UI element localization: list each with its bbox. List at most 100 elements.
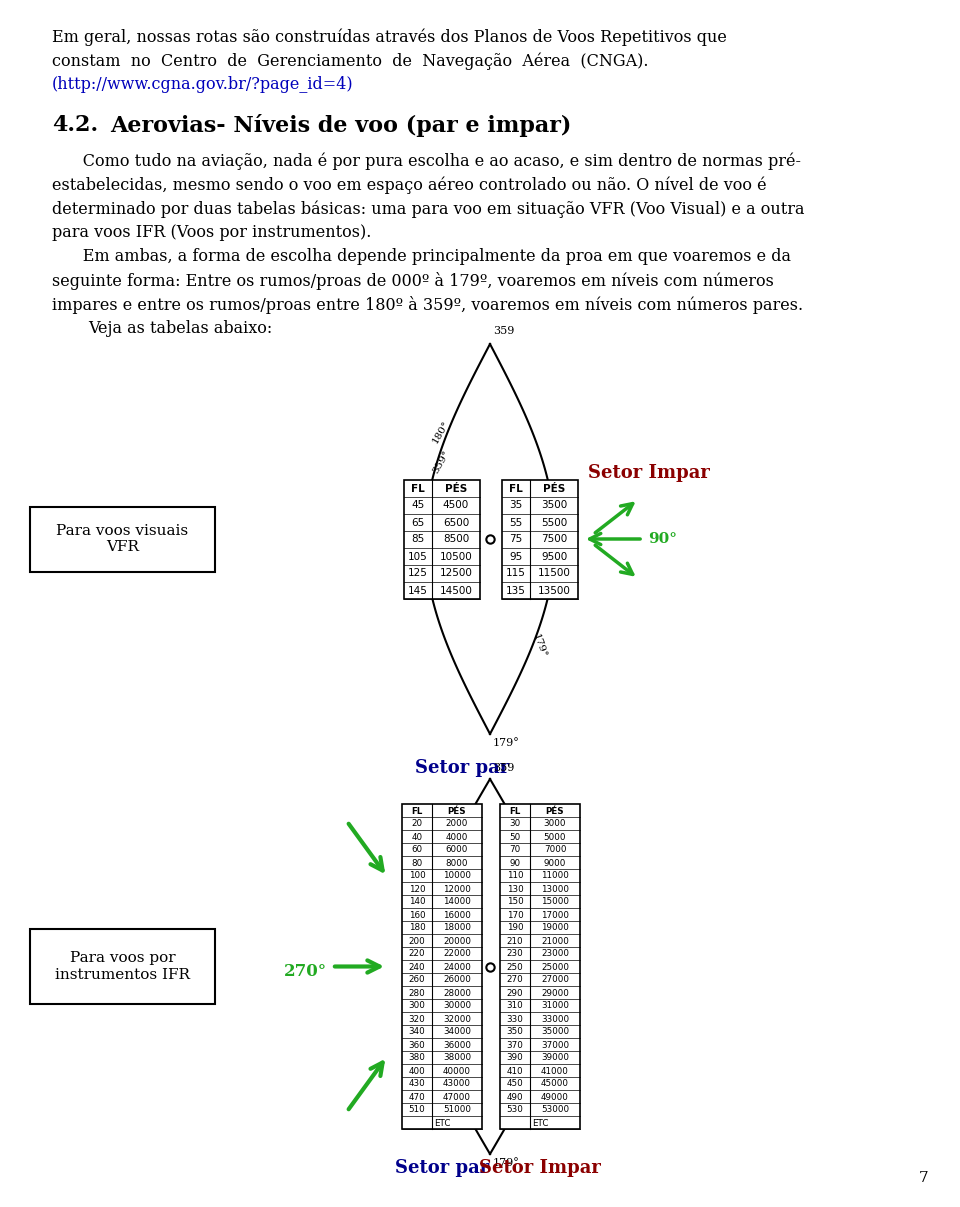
Text: 34000: 34000 [443, 1027, 471, 1037]
Text: 70: 70 [510, 845, 520, 855]
Text: 27000: 27000 [541, 975, 569, 985]
Text: 120: 120 [409, 885, 425, 893]
Text: Em geral, nossas rotas são construídas através dos Planos de Voos Repetitivos qu: Em geral, nossas rotas são construídas a… [52, 28, 727, 46]
Text: 21000: 21000 [541, 937, 569, 945]
Text: 53000: 53000 [540, 1106, 569, 1114]
Text: 7500: 7500 [540, 535, 567, 544]
Text: Setor par: Setor par [415, 759, 509, 777]
Text: 250: 250 [507, 962, 523, 972]
Text: 11500: 11500 [538, 568, 570, 578]
Text: 8000: 8000 [445, 858, 468, 868]
Text: 300: 300 [409, 1002, 425, 1010]
Text: 17000: 17000 [541, 910, 569, 920]
Text: 400: 400 [409, 1067, 425, 1075]
Text: 45: 45 [412, 501, 424, 511]
Text: Para voos visuais
VFR: Para voos visuais VFR [57, 524, 188, 554]
Text: FL: FL [509, 484, 523, 494]
Text: 6500: 6500 [443, 518, 469, 527]
Text: 290: 290 [507, 989, 523, 997]
Text: FL: FL [411, 484, 425, 494]
Text: 10500: 10500 [440, 552, 472, 561]
Text: impares e entre os rumos/proas entre 180º à 359º, voaremos em níveis com números: impares e entre os rumos/proas entre 180… [52, 296, 804, 314]
Text: 270: 270 [507, 975, 523, 985]
Text: 12000: 12000 [444, 885, 471, 893]
Text: 450: 450 [507, 1079, 523, 1089]
Text: estabelecidas, mesmo sendo o voo em espaço aéreo controlado ou não. O nível de v: estabelecidas, mesmo sendo o voo em espa… [52, 176, 767, 193]
Text: 200: 200 [409, 937, 425, 945]
Text: 10000: 10000 [443, 871, 471, 880]
Text: 4500: 4500 [443, 501, 469, 511]
Text: 11000: 11000 [541, 871, 569, 880]
Text: 530: 530 [507, 1106, 523, 1114]
Text: 30: 30 [510, 820, 520, 828]
Text: 4000: 4000 [445, 833, 468, 841]
Text: 370: 370 [507, 1040, 523, 1050]
Text: 210: 210 [507, 937, 523, 945]
Text: 29000: 29000 [541, 989, 569, 997]
Text: 9000: 9000 [543, 858, 566, 868]
Text: Aerovias- Níveis de voo (par e impar): Aerovias- Níveis de voo (par e impar) [110, 113, 571, 138]
Text: 410: 410 [507, 1067, 523, 1075]
Text: 31000: 31000 [541, 1002, 569, 1010]
Text: 510: 510 [409, 1106, 425, 1114]
Bar [502, 479, 578, 599]
Text: 14000: 14000 [444, 898, 471, 906]
Text: 330: 330 [507, 1015, 523, 1024]
Text: 470: 470 [409, 1092, 425, 1102]
Text: 240: 240 [409, 962, 425, 972]
Text: 179°: 179° [493, 737, 519, 748]
Text: 170: 170 [507, 910, 523, 920]
Text: 90: 90 [510, 858, 520, 868]
Text: ETC: ETC [434, 1119, 450, 1127]
Text: 2000: 2000 [445, 820, 468, 828]
Text: 220: 220 [409, 950, 425, 958]
Text: 230: 230 [507, 950, 523, 958]
Text: 130: 130 [507, 885, 523, 893]
Text: 24000: 24000 [444, 962, 471, 972]
Text: 28000: 28000 [443, 989, 471, 997]
Text: seguinte forma: Entre os rumos/proas de 000º à 179º, voaremos em níveis com núme: seguinte forma: Entre os rumos/proas de … [52, 272, 774, 290]
Text: 180°: 180° [431, 419, 451, 445]
Text: 180°: 180° [419, 1037, 440, 1062]
Text: 55: 55 [510, 518, 522, 527]
Text: 350: 350 [507, 1027, 523, 1037]
Text: 310: 310 [507, 1002, 523, 1010]
Text: 75: 75 [510, 535, 522, 544]
Text: (http://www.cgna.gov.br/?page_id=4): (http://www.cgna.gov.br/?page_id=4) [52, 76, 353, 93]
Text: PÉS: PÉS [447, 806, 467, 816]
Text: 23000: 23000 [541, 950, 569, 958]
Text: 22000: 22000 [444, 950, 471, 958]
Text: 140: 140 [409, 898, 425, 906]
Bar [30, 929, 215, 1004]
Text: 7000: 7000 [543, 845, 566, 855]
Text: 39000: 39000 [541, 1054, 569, 1062]
Text: 390: 390 [507, 1054, 523, 1062]
Text: PÉS: PÉS [545, 806, 564, 816]
Text: para voos IFR (Voos por instrumentos).: para voos IFR (Voos por instrumentos). [52, 225, 372, 241]
Text: 5000: 5000 [543, 833, 566, 841]
Text: 179°: 179° [493, 1158, 519, 1168]
Text: 360: 360 [409, 1040, 425, 1050]
Text: constam  no  Centro  de  Gerenciamento  de  Navegação  Aérea  (CNGA).: constam no Centro de Gerenciamento de Na… [52, 52, 649, 70]
Text: 36000: 36000 [443, 1040, 471, 1050]
Text: 000°: 000° [560, 526, 569, 552]
Text: determinado por duas tabelas básicas: uma para voo em situação VFR (Voo Visual) : determinado por duas tabelas básicas: um… [52, 200, 804, 217]
Text: 47000: 47000 [443, 1092, 471, 1102]
Text: 179°: 179° [531, 632, 548, 659]
Text: 95: 95 [510, 552, 522, 561]
Text: 45000: 45000 [541, 1079, 569, 1089]
Text: 50: 50 [510, 833, 520, 841]
Text: 180: 180 [409, 923, 425, 933]
Text: 359: 359 [493, 326, 515, 336]
Text: 7: 7 [919, 1171, 928, 1185]
Text: 38000: 38000 [443, 1054, 471, 1062]
Text: 115: 115 [506, 568, 526, 578]
Text: 359°: 359° [424, 870, 446, 897]
Text: 18000: 18000 [443, 923, 471, 933]
Bar [500, 804, 580, 1129]
Text: 270°: 270° [284, 963, 327, 980]
Text: PÉS: PÉS [444, 484, 468, 494]
Text: ETC: ETC [532, 1119, 548, 1127]
Text: 33000: 33000 [540, 1015, 569, 1024]
Text: Setor par: Setor par [395, 1159, 490, 1177]
